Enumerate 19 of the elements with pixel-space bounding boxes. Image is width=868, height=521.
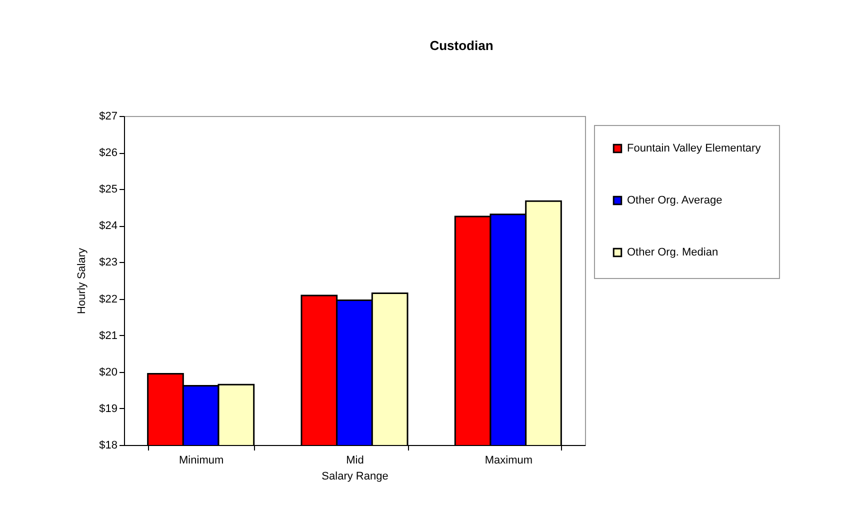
x-tick-label: Minimum bbox=[179, 454, 224, 466]
chart-title: Custodian bbox=[430, 38, 494, 53]
x-tick-label: Mid bbox=[346, 454, 364, 466]
y-tick-label: $20 bbox=[99, 366, 118, 378]
y-tick-label: $21 bbox=[99, 330, 118, 342]
y-tick-label: $24 bbox=[99, 220, 118, 232]
legend-label: Other Org. Average bbox=[627, 194, 722, 206]
x-axis-title: Salary Range bbox=[322, 470, 388, 482]
y-tick-label: $25 bbox=[99, 184, 118, 196]
x-tick-label: Maximum bbox=[484, 454, 533, 466]
y-axis-title: Hourly Salary bbox=[76, 247, 88, 314]
y-tick-label: $27 bbox=[99, 110, 118, 122]
y-tick-label: $26 bbox=[99, 147, 118, 160]
y-tick-label: $18 bbox=[99, 440, 118, 452]
y-tick-label: $23 bbox=[99, 256, 118, 269]
y-tick-label: $22 bbox=[99, 293, 118, 306]
legend-label: Fountain Valley Elementary bbox=[627, 142, 762, 154]
y-tick-label: $19 bbox=[99, 402, 118, 415]
legend-label: Other Org. Median bbox=[627, 246, 718, 258]
